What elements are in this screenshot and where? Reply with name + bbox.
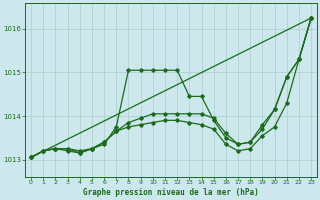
X-axis label: Graphe pression niveau de la mer (hPa): Graphe pression niveau de la mer (hPa)	[83, 188, 259, 197]
